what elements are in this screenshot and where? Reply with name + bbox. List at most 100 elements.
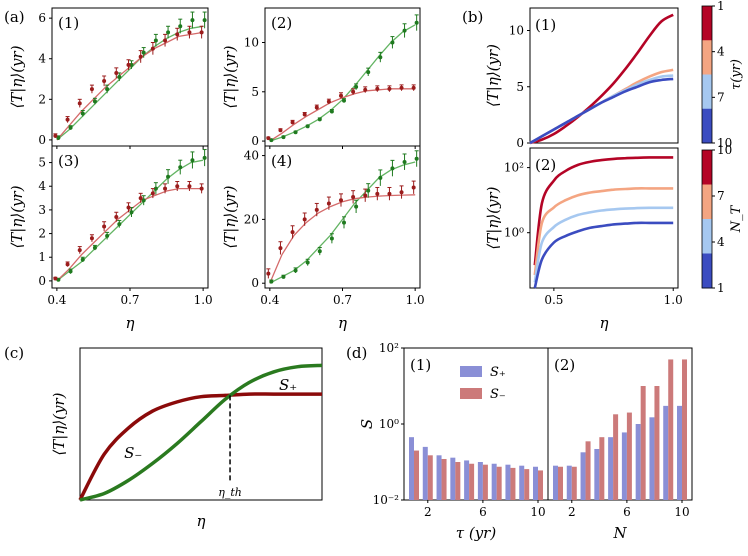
- bar: [649, 417, 655, 500]
- bar: [663, 405, 669, 500]
- legend-label: S₊: [490, 365, 506, 380]
- data-point: [414, 20, 419, 25]
- data-point: [163, 38, 168, 43]
- bar: [640, 386, 646, 500]
- data-point: [68, 269, 73, 274]
- axes-frame: [529, 7, 679, 144]
- fit-line: [56, 159, 204, 282]
- data-point: [363, 87, 368, 92]
- legend-label: S₋: [490, 387, 506, 402]
- x-tick-label: 1.0: [406, 293, 425, 307]
- colorbar-segment: [702, 184, 712, 220]
- y-tick-label: 5: [38, 156, 46, 170]
- data-point: [117, 222, 122, 227]
- y-tick-label: 6: [38, 11, 46, 25]
- data-point: [126, 62, 131, 67]
- colorbar-segment: [702, 150, 712, 185]
- data-point: [56, 135, 61, 140]
- bar: [422, 446, 428, 500]
- bar: [491, 463, 497, 500]
- subplot-label: (1): [58, 14, 79, 32]
- panel-label-b: (b): [462, 8, 483, 26]
- data-point: [339, 93, 343, 98]
- x-tick-label: 10: [674, 505, 689, 519]
- x-tick-label: 10: [530, 505, 545, 519]
- y-axis-label: ⟨T|η⟩(yr): [8, 185, 26, 248]
- y-tick-label: 10²: [379, 341, 399, 355]
- y-axis-label: S: [358, 419, 376, 429]
- bar: [580, 452, 586, 500]
- data-point: [390, 40, 395, 45]
- data-point: [290, 230, 295, 235]
- x-tick-label: 0.7: [333, 293, 352, 307]
- data-point: [354, 204, 359, 209]
- bar: [477, 462, 483, 500]
- data-point: [129, 210, 134, 215]
- x-tick-label: 2: [568, 505, 576, 519]
- panel-d: 10⁻² 10⁰ 10² S (1) 2 6 10 τ (yr) (2) 2 6 10 N S₊ S₋: [358, 341, 693, 542]
- bar: [635, 424, 641, 500]
- data-point: [77, 248, 82, 253]
- y-tick-label: 20: [244, 212, 259, 226]
- axes-frame: [79, 347, 323, 501]
- data-point: [199, 30, 204, 35]
- data-point: [190, 18, 195, 23]
- panel-label-d: (d): [346, 344, 367, 362]
- bar: [469, 463, 475, 500]
- data-point: [290, 120, 295, 125]
- data-point: [293, 130, 298, 135]
- colorbar-label: τ(yr): [729, 59, 744, 90]
- series-line: [529, 13, 674, 145]
- data-point: [317, 117, 322, 122]
- y-tick-label: 4: [38, 179, 46, 193]
- bar: [621, 432, 627, 500]
- subplot-label: (4): [271, 152, 292, 170]
- data-point: [150, 46, 155, 51]
- fit-line: [56, 25, 204, 141]
- legend-swatch: [460, 388, 482, 399]
- subplot-label: (3): [58, 152, 79, 170]
- colorbar-label: N_T: [729, 204, 744, 233]
- bar: [608, 437, 614, 500]
- x-axis-label: η: [197, 512, 206, 530]
- series-line: [529, 77, 674, 145]
- panel-label-a: (a): [4, 8, 25, 26]
- subplot-label: (2): [271, 14, 292, 32]
- bar: [414, 450, 419, 500]
- bar: [654, 386, 660, 500]
- data-point: [178, 24, 183, 29]
- x-tick-label: 6: [479, 505, 487, 519]
- data-point: [414, 156, 419, 161]
- y-tick-label: 10: [244, 36, 259, 50]
- bar: [533, 466, 538, 500]
- colorbar-tick-label: 10: [717, 143, 732, 157]
- data-point: [281, 274, 286, 279]
- bar: [436, 455, 442, 500]
- y-tick-label: 10⁰: [504, 226, 524, 240]
- data-point: [366, 188, 371, 193]
- y-tick-label: 0: [251, 276, 259, 290]
- bar: [571, 466, 577, 500]
- bar: [558, 466, 563, 500]
- y-tick-label: 0: [38, 274, 46, 288]
- data-point: [117, 75, 122, 79]
- data-point: [53, 133, 58, 138]
- x-tick-label: 1.0: [664, 293, 683, 307]
- series-line: [533, 187, 674, 276]
- data-point: [402, 159, 407, 164]
- data-point: [399, 85, 404, 90]
- data-point: [375, 191, 380, 196]
- subplot-label: (2): [535, 156, 556, 174]
- colorbar-segment: [702, 108, 712, 144]
- bar: [682, 359, 687, 500]
- bar: [553, 465, 558, 500]
- bar: [613, 414, 619, 500]
- y-tick-label: 4: [38, 52, 46, 66]
- bar: [585, 441, 591, 500]
- bar: [450, 457, 456, 500]
- data-point: [314, 207, 319, 212]
- fit-line: [56, 187, 204, 282]
- y-tick-label: 5: [251, 85, 259, 99]
- y-axis-label: ⟨T|η⟩(yr): [221, 45, 239, 108]
